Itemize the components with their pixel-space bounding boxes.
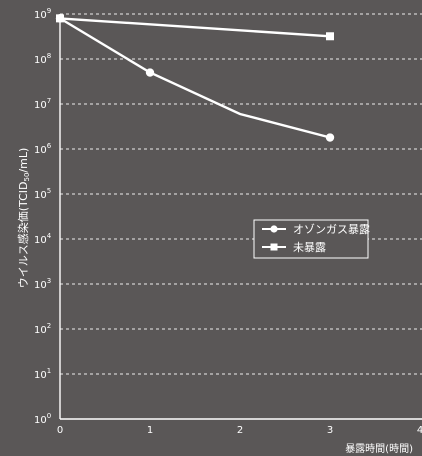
y-tick-exponent: 7 <box>47 97 51 105</box>
data-point <box>325 133 335 142</box>
y-tick-exponent: 5 <box>47 187 51 195</box>
y-tick-label: 108 <box>34 52 51 66</box>
y-tick-exponent: 2 <box>47 322 51 330</box>
x-tick-labels: 0 1 2 3 4 <box>57 425 422 436</box>
y-tick-label: 104 <box>34 232 52 246</box>
data-point <box>56 14 64 23</box>
y-tick-label: 100 <box>34 412 51 426</box>
legend-label-unexposed: 未暴露 <box>293 241 326 254</box>
y-tick-base: 10 <box>34 10 47 21</box>
series <box>55 14 335 142</box>
data-point <box>326 32 334 41</box>
x-tick-label: 1 <box>147 425 153 436</box>
y-tick-exponent: 3 <box>47 277 51 285</box>
data-point <box>145 68 155 77</box>
series-line <box>59 17 331 139</box>
x-tick-label: 2 <box>237 425 243 436</box>
grid-lines <box>60 13 422 375</box>
y-tick-base: 10 <box>34 145 47 156</box>
y-tick-label: 101 <box>34 367 51 381</box>
x-axis-title: 暴露時間(時間) <box>345 443 413 455</box>
y-tick-exponent: 8 <box>47 52 51 60</box>
y-axis-title-tail: /mL) <box>17 148 30 173</box>
y-axis-title: ウイルス感染価(TCID50/mL) <box>16 148 31 289</box>
y-axis-title-subscript: 50 <box>23 173 31 182</box>
x-tick-label: 3 <box>327 425 333 436</box>
y-tick-base: 10 <box>34 325 47 336</box>
legend-marker-circle <box>270 225 278 233</box>
y-tick-base: 10 <box>34 55 47 66</box>
y-tick-label: 109 <box>34 7 51 21</box>
x-tick-label: 4 <box>417 425 422 436</box>
y-tick-label: 106 <box>34 142 52 156</box>
x-tick-label: 0 <box>57 425 63 436</box>
y-tick-label: 105 <box>34 187 51 201</box>
y-tick-label: 102 <box>34 322 51 336</box>
y-axis-title-main: ウイルス感染価(TCID <box>16 182 30 289</box>
legend-box <box>253 219 369 259</box>
y-tick-exponent: 0 <box>47 412 51 420</box>
series-1 <box>56 14 334 41</box>
y-tick-base: 10 <box>34 280 47 291</box>
y-tick-exponent: 6 <box>47 142 52 150</box>
y-tick-label: 103 <box>34 277 51 291</box>
y-tick-exponent: 4 <box>47 232 52 240</box>
y-tick-base: 10 <box>34 100 47 111</box>
y-tick-base: 10 <box>34 370 47 381</box>
series-line <box>59 17 331 38</box>
y-tick-base: 10 <box>34 415 47 426</box>
y-tick-label: 107 <box>34 97 51 111</box>
y-tick-exponent: 1 <box>47 367 51 375</box>
y-tick-base: 10 <box>34 235 47 246</box>
y-tick-exponent: 9 <box>47 7 51 15</box>
y-tick-base: 10 <box>34 190 47 201</box>
legend-marker-square <box>270 243 278 251</box>
legend: オゾンガス暴露 未暴露 <box>253 219 370 259</box>
legend-label-ozone: オゾンガス暴露 <box>293 223 370 236</box>
